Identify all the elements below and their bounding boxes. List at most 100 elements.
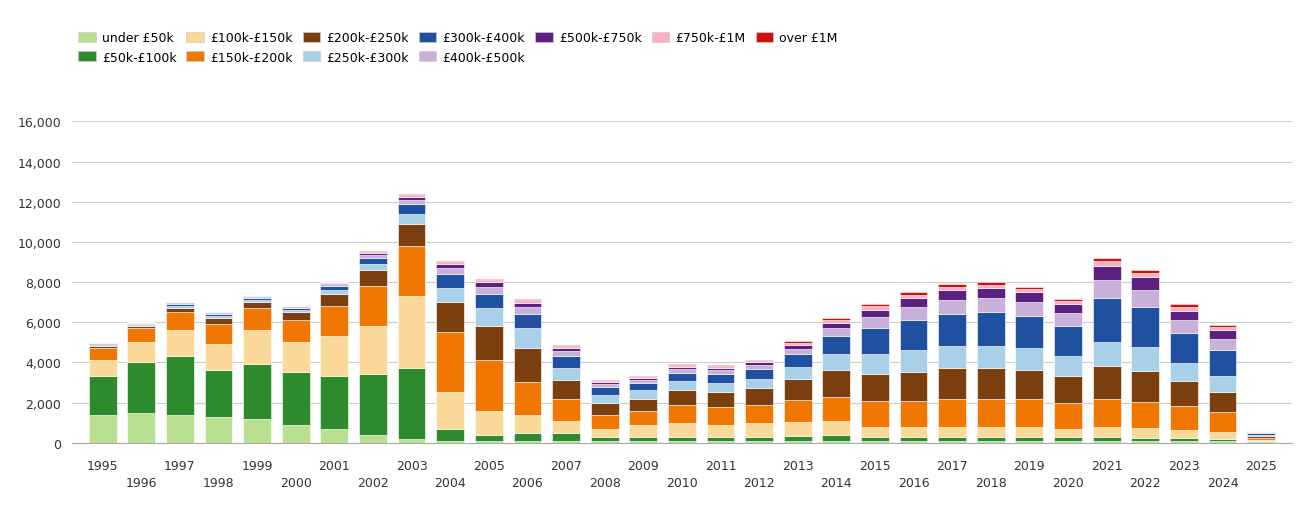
Bar [1169,441,1198,443]
Bar [899,295,928,298]
Bar [1131,291,1159,307]
Bar [243,302,271,308]
Bar [513,299,542,301]
Bar [706,371,735,375]
Bar [745,365,773,370]
Bar [321,429,348,443]
Bar [668,423,696,437]
Bar [321,377,348,429]
Bar [899,427,928,437]
Bar [668,367,696,370]
Bar [475,308,502,327]
Bar [977,399,1005,427]
Bar [513,349,542,383]
Bar [861,307,889,310]
Bar [205,315,232,317]
Bar [1208,350,1236,376]
Bar [784,342,812,343]
Bar [1248,441,1275,442]
Bar [243,308,271,331]
Bar [784,343,812,345]
Text: 2010: 2010 [666,476,698,489]
Bar [1169,333,1198,363]
Bar [359,253,386,256]
Bar [899,307,928,321]
Bar [359,256,386,259]
Text: 2007: 2007 [551,460,582,472]
Bar [1208,441,1236,443]
Bar [822,421,851,435]
Bar [205,313,232,314]
Bar [398,369,425,439]
Bar [436,332,465,393]
Text: 2018: 2018 [975,476,1006,489]
Bar [475,288,502,295]
Bar [359,375,386,435]
Text: 2008: 2008 [589,476,621,489]
Bar [205,319,232,325]
Bar [784,380,812,400]
Bar [745,405,773,423]
Bar [513,329,542,349]
Bar [591,415,619,429]
Bar [475,280,502,283]
Text: 2016: 2016 [898,476,929,489]
Bar [861,318,889,329]
Bar [706,407,735,425]
Bar [629,378,658,379]
Bar [513,303,542,307]
Bar [398,224,425,246]
Bar [706,365,735,366]
Bar [784,349,812,355]
Bar [398,196,425,197]
Bar [745,380,773,389]
Text: 2005: 2005 [472,460,505,472]
Bar [282,321,309,343]
Bar [475,279,502,280]
Bar [938,437,966,441]
Bar [784,400,812,422]
Bar [166,308,193,313]
Bar [89,377,116,415]
Bar [591,441,619,443]
Bar [591,381,619,382]
Bar [668,364,696,365]
Bar [1248,436,1275,438]
Bar [128,329,155,343]
Text: 2004: 2004 [435,476,466,489]
Bar [938,300,966,315]
Text: 2020: 2020 [1052,476,1084,489]
Bar [166,303,193,304]
Bar [359,435,386,443]
Bar [861,375,889,401]
Bar [1092,437,1121,441]
Bar [89,415,116,443]
Bar [861,401,889,427]
Bar [321,284,348,285]
Bar [668,441,696,443]
Bar [282,307,309,308]
Bar [629,379,658,381]
Bar [243,364,271,419]
Bar [436,393,465,429]
Bar [1015,302,1043,317]
Bar [205,345,232,371]
Bar [1092,366,1121,399]
Bar [668,391,696,405]
Bar [282,313,309,321]
Bar [552,369,579,381]
Text: 2022: 2022 [1129,476,1161,489]
Bar [745,423,773,437]
Bar [899,437,928,441]
Bar [629,391,658,399]
Bar [1131,441,1159,443]
Bar [668,365,696,367]
Bar [745,370,773,380]
Bar [1169,307,1198,311]
Bar [1248,442,1275,443]
Text: 1996: 1996 [125,476,157,489]
Bar [321,283,348,284]
Text: 1997: 1997 [164,460,196,472]
Bar [1092,298,1121,343]
Bar [822,371,851,397]
